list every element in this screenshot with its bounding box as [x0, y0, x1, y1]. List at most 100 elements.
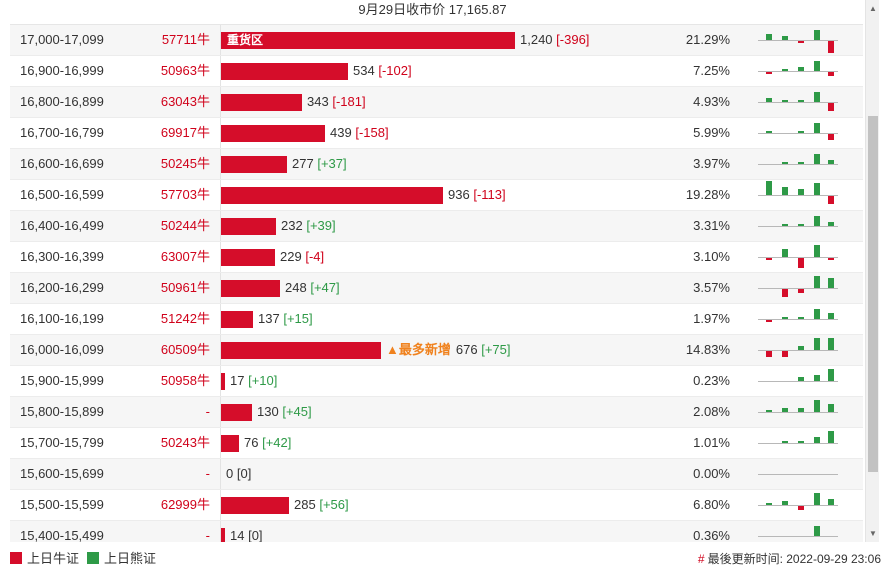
- trend-sparkline: [758, 399, 838, 426]
- warrant-code-link[interactable]: 50244牛: [160, 218, 210, 233]
- warrant-code-link[interactable]: 51242牛: [160, 311, 210, 326]
- volume-bar-cell: 130 [+45]: [221, 397, 661, 427]
- volume-change: [-396]: [556, 32, 590, 47]
- column-divider: [220, 87, 221, 117]
- volume-change: [-158]: [355, 125, 389, 140]
- volume-bar-cell: 232 [+39]: [221, 211, 661, 241]
- trend-sparkline: [758, 120, 838, 147]
- price-range: 16,800-16,899: [20, 94, 104, 109]
- percentage: 6.80%: [693, 497, 730, 512]
- sparkline-bar: [782, 100, 788, 102]
- sparkline-bar: [766, 34, 772, 40]
- column-divider: [220, 25, 221, 55]
- percentage: 5.99%: [693, 125, 730, 140]
- price-range: 15,800-15,899: [20, 404, 104, 419]
- percentage: 3.97%: [693, 156, 730, 171]
- sparkline-bar: [828, 313, 834, 319]
- volume-change: [+45]: [282, 404, 312, 419]
- table-row: 16,500-16,599 57703牛 936 [-113] 19.28%: [10, 180, 863, 211]
- sparkline-bar: [798, 317, 804, 319]
- volume-value: 277 [+37]: [292, 149, 347, 179]
- sparkline-baseline: [758, 350, 838, 351]
- sparkline-bar: [828, 222, 834, 226]
- trend-sparkline: [758, 337, 838, 364]
- warrant-code-link[interactable]: 63043牛: [160, 94, 210, 109]
- warrant-code-link[interactable]: 50243牛: [160, 435, 210, 450]
- cbbc-distribution-table: 17,000-17,099 57711牛 重货区 1,240 [-396] 21.29%…: [10, 24, 863, 542]
- volume-value: 534 [-102]: [353, 56, 412, 86]
- trend-sparkline: [758, 244, 838, 271]
- percentage: 3.10%: [693, 249, 730, 264]
- sparkline-bar: [814, 123, 820, 133]
- volume-bar-cell: 137 [+15]: [221, 304, 661, 334]
- scrollbar[interactable]: ▲ ▼: [865, 0, 879, 542]
- column-divider: [220, 242, 221, 272]
- sparkline-bar: [814, 245, 820, 257]
- column-divider: [220, 459, 221, 489]
- last-updated-text: 最後更新时间: 2022-09-29 23:06: [707, 552, 881, 566]
- price-range: 15,600-15,699: [20, 466, 104, 481]
- price-range: 15,400-15,499: [20, 528, 104, 542]
- sparkline-bar: [766, 131, 772, 133]
- volume-bar: [221, 249, 275, 266]
- price-range: 16,200-16,299: [20, 280, 104, 295]
- warrant-code-link[interactable]: 50245牛: [160, 156, 210, 171]
- sparkline-bar: [766, 258, 772, 260]
- percentage: 3.31%: [693, 218, 730, 233]
- percentage: 1.01%: [693, 435, 730, 450]
- trend-sparkline: [758, 213, 838, 240]
- scroll-up-arrow-icon[interactable]: ▲: [869, 4, 877, 13]
- percentage: 7.25%: [693, 63, 730, 78]
- sparkline-bar: [798, 289, 804, 293]
- volume-value: 1,240 [-396]: [520, 25, 589, 55]
- sparkline-baseline: [758, 195, 838, 196]
- sparkline-bar: [766, 320, 772, 322]
- warrant-code-link[interactable]: 63007牛: [160, 249, 210, 264]
- warrant-code-link[interactable]: 50961牛: [160, 280, 210, 295]
- percentage: 1.97%: [693, 311, 730, 326]
- warrant-code-link[interactable]: 57703牛: [160, 187, 210, 202]
- sparkline-bar: [828, 431, 834, 443]
- sparkline-bar: [814, 338, 820, 350]
- volume-change: [0]: [248, 528, 263, 542]
- sparkline-bar: [814, 92, 820, 102]
- most-increase-note: ▲最多新增: [386, 342, 451, 357]
- column-divider: [220, 366, 221, 396]
- warrant-code-link[interactable]: 50963牛: [160, 63, 210, 78]
- warrant-code-link[interactable]: 60509牛: [160, 342, 210, 357]
- volume-number: 232: [281, 218, 303, 233]
- percentage: 0.36%: [693, 528, 730, 542]
- warrant-code-link: -: [205, 466, 210, 481]
- sparkline-baseline: [758, 443, 838, 444]
- warrant-code-link[interactable]: 57711牛: [161, 32, 210, 47]
- sparkline-bar: [814, 30, 820, 40]
- column-divider: [220, 397, 221, 427]
- warrant-code-link[interactable]: 50958牛: [160, 373, 210, 388]
- warrant-code-link[interactable]: 62999牛: [160, 497, 210, 512]
- scroll-down-arrow-icon[interactable]: ▼: [869, 529, 877, 538]
- volume-change: [+75]: [481, 342, 511, 357]
- table-row: 15,800-15,899 - 130 [+45] 2.08%: [10, 397, 863, 428]
- percentage: 2.08%: [693, 404, 730, 419]
- sparkline-bar: [828, 258, 834, 260]
- volume-bar: [221, 280, 280, 297]
- volume-bar: [221, 311, 253, 328]
- volume-value: 232 [+39]: [281, 211, 336, 241]
- volume-bar: [221, 497, 289, 514]
- sparkline-bar: [782, 501, 788, 505]
- trend-sparkline: [758, 181, 838, 209]
- sparkline-baseline: [758, 40, 838, 41]
- volume-bar-cell: 534 [-102]: [221, 56, 661, 86]
- sparkline-bar: [798, 408, 804, 412]
- price-range: 16,300-16,399: [20, 249, 104, 264]
- warrant-code-link: -: [205, 528, 210, 542]
- volume-bar: [221, 342, 381, 359]
- volume-value: 439 [-158]: [330, 118, 389, 148]
- scrollbar-thumb[interactable]: [868, 116, 878, 472]
- warrant-code-link[interactable]: 69917牛: [160, 125, 210, 140]
- sparkline-bar: [798, 131, 804, 133]
- trend-sparkline: [758, 58, 838, 85]
- volume-value: 14 [0]: [230, 521, 263, 542]
- sparkline-baseline: [758, 257, 838, 258]
- price-range: 16,100-16,199: [20, 311, 104, 326]
